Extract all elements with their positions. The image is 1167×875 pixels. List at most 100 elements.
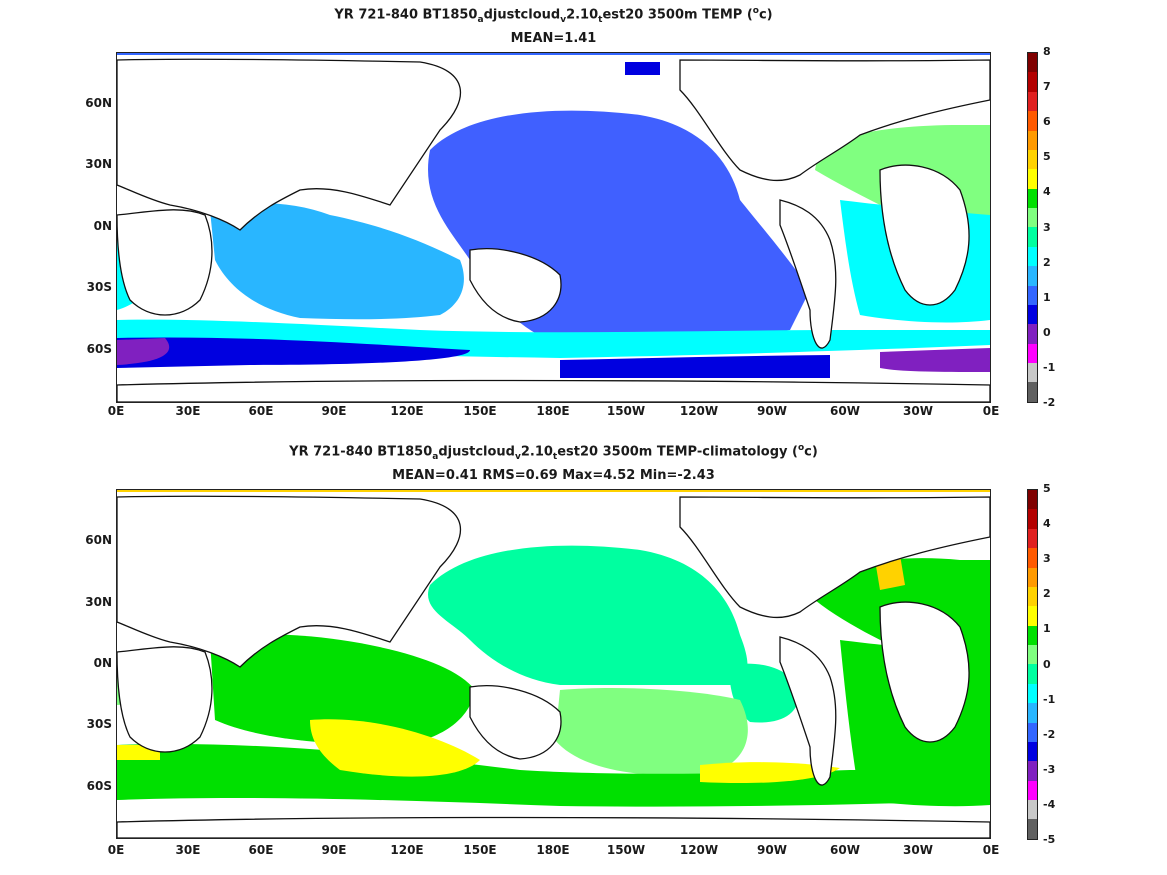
colorbar-segment bbox=[1028, 703, 1037, 723]
panel2-lat-30s: 30S bbox=[86, 717, 112, 731]
pacific-diff-region bbox=[428, 545, 748, 685]
land-masses bbox=[117, 58, 990, 402]
colorbar-tick-label: 4 bbox=[1043, 185, 1051, 199]
panel1-colorbar bbox=[1027, 52, 1038, 403]
colorbar-segment bbox=[1028, 188, 1037, 208]
south-pacific-diff bbox=[555, 688, 748, 776]
colorbar-tick-label: 1 bbox=[1043, 290, 1051, 304]
colorbar-segment bbox=[1028, 343, 1037, 363]
panel1-lon-label: 30E bbox=[175, 404, 201, 418]
colorbar-segment bbox=[1028, 304, 1037, 325]
colorbar-segment bbox=[1028, 324, 1037, 344]
colorbar-segment bbox=[1028, 567, 1037, 587]
colorbar-segment bbox=[1028, 800, 1037, 820]
colorbar-tick-label: 0 bbox=[1043, 657, 1051, 671]
colorbar-segment bbox=[1028, 382, 1037, 402]
purple-west bbox=[117, 338, 170, 365]
panel2-lat-60s: 60S bbox=[86, 779, 112, 793]
colorbar-segment bbox=[1028, 645, 1037, 665]
panel2-stats: MEAN=0.41 RMS=0.69 Max=4.52 Min=-2.43 bbox=[392, 468, 715, 483]
panel1-lon-label: 180E bbox=[536, 404, 570, 418]
panel2-lat-30n: 30N bbox=[85, 595, 112, 609]
colorbar-segment bbox=[1028, 819, 1037, 839]
panel2-lon-label: 180E bbox=[536, 843, 570, 857]
colorbar-segment bbox=[1028, 722, 1037, 742]
panel2-lon-label: 150W bbox=[606, 843, 646, 857]
panel1-lon-label: 90W bbox=[757, 404, 787, 418]
colorbar-tick-label: 3 bbox=[1043, 220, 1051, 234]
colorbar-segment bbox=[1028, 208, 1037, 228]
yellow-patch-indian bbox=[310, 719, 480, 777]
panel2-map-frame bbox=[116, 489, 991, 839]
purple-east bbox=[880, 348, 990, 372]
colorbar-segment bbox=[1028, 266, 1037, 286]
colorbar-segment bbox=[1028, 169, 1037, 189]
panel2-lon-label: 60W bbox=[830, 843, 860, 857]
panel1-lon-label: 60E bbox=[248, 404, 274, 418]
panel1-lon-label: 0E bbox=[982, 404, 1000, 418]
colorbar-segment bbox=[1028, 91, 1037, 112]
colorbar-segment bbox=[1028, 664, 1037, 684]
panel1-lon-label: 90E bbox=[321, 404, 347, 418]
colorbar-segment bbox=[1028, 130, 1037, 150]
panel1-lon-label: 120E bbox=[390, 404, 424, 418]
panel1-stats: MEAN=1.41 bbox=[510, 31, 597, 46]
colorbar-segment bbox=[1028, 72, 1037, 92]
antarctic-blue-mid bbox=[560, 355, 830, 378]
colorbar-segment bbox=[1028, 149, 1037, 170]
panel1-lon-label: 150W bbox=[606, 404, 646, 418]
colorbar-tick-label: 5 bbox=[1043, 150, 1051, 164]
colorbar-tick-label: -2 bbox=[1043, 396, 1056, 409]
panel2-lon-label: 30E bbox=[175, 843, 201, 857]
colorbar-tick-label: 4 bbox=[1043, 517, 1051, 531]
colorbar-tick-label: 0 bbox=[1043, 325, 1051, 339]
east-pacific-diff bbox=[729, 663, 800, 723]
colorbar-segment bbox=[1028, 528, 1037, 549]
panel2-lon-label: 30W bbox=[903, 843, 933, 857]
colorbar-tick-label: 6 bbox=[1043, 115, 1051, 129]
colorbar-tick-label: -1 bbox=[1043, 360, 1056, 374]
panel1-lat-0n: 0N bbox=[93, 219, 112, 233]
indian-diff-region bbox=[210, 634, 475, 745]
panel2-field bbox=[117, 490, 990, 838]
colorbar-segment bbox=[1028, 509, 1037, 529]
panel1-lat-60n: 60N bbox=[85, 96, 112, 110]
panel2-lon-label: 90W bbox=[757, 843, 787, 857]
panel2-lon-label: 0E bbox=[982, 843, 1000, 857]
top-strip bbox=[117, 53, 990, 55]
indian-ocean-region bbox=[210, 203, 464, 320]
colorbar-segment bbox=[1028, 53, 1037, 73]
colorbar-segment bbox=[1028, 780, 1037, 800]
antarctic-blue-west bbox=[117, 337, 470, 368]
panel2-lat-0n: 0N bbox=[93, 656, 112, 670]
land-masses-2 bbox=[117, 495, 990, 838]
panel1-map-frame bbox=[116, 52, 991, 403]
panel2-lat-60n: 60N bbox=[85, 533, 112, 547]
colorbar-tick-label: 2 bbox=[1043, 587, 1051, 601]
yellow-patch-south bbox=[700, 762, 840, 784]
colorbar-segment bbox=[1028, 683, 1037, 704]
panel1-lon-label: 60W bbox=[830, 404, 860, 418]
panel1-lon-label: 30W bbox=[903, 404, 933, 418]
panel1-lon-label: 150E bbox=[463, 404, 497, 418]
colorbar-segment bbox=[1028, 606, 1037, 626]
panel2-lon-label: 120E bbox=[390, 843, 424, 857]
colorbar-tick-label: 1 bbox=[1043, 622, 1051, 636]
colorbar-tick-label: 5 bbox=[1043, 482, 1051, 495]
panel1-lon-label: 120W bbox=[679, 404, 719, 418]
panel2-lon-label: 150E bbox=[463, 843, 497, 857]
colorbar-segment bbox=[1028, 586, 1037, 607]
arctic-patch bbox=[625, 62, 660, 75]
colorbar-segment bbox=[1028, 111, 1037, 131]
colorbar-segment bbox=[1028, 761, 1037, 781]
panel2-lon-label: 60E bbox=[248, 843, 274, 857]
colorbar-tick-label: 8 bbox=[1043, 45, 1051, 58]
colorbar-tick-label: -2 bbox=[1043, 727, 1056, 741]
colorbar-segment bbox=[1028, 363, 1037, 383]
colorbar-tick-label: -5 bbox=[1043, 833, 1056, 846]
panel1-title: YR 721-840 BT1850adjustcloudv2.10test20 … bbox=[334, 6, 773, 25]
colorbar-segment bbox=[1028, 548, 1037, 568]
panel1-lat-30s: 30S bbox=[86, 280, 112, 294]
colorbar-tick-label: -1 bbox=[1043, 692, 1056, 706]
